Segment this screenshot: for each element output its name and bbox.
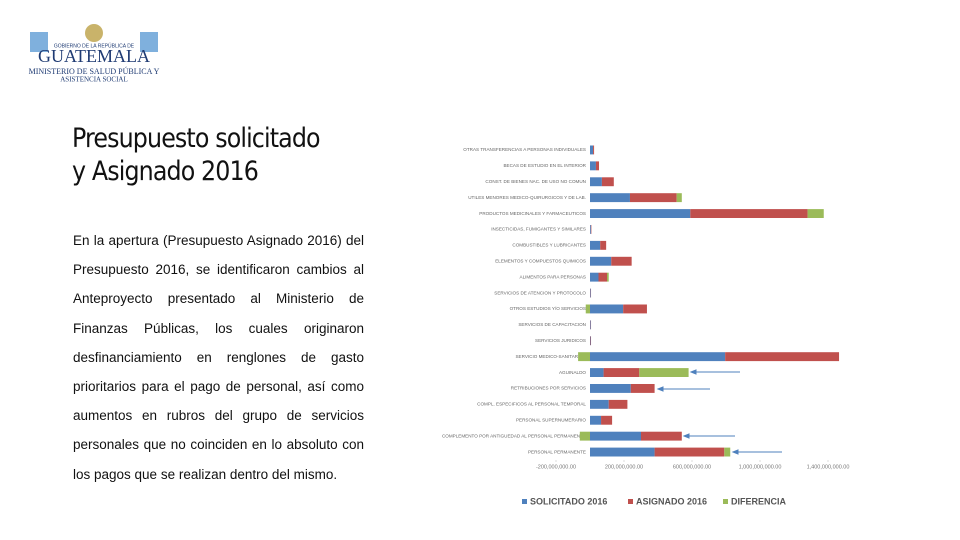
bar	[654, 447, 725, 457]
bar	[590, 336, 591, 346]
y-tick-label: PERSONAL SUPERNUMERARIO	[516, 417, 586, 422]
bar	[590, 272, 599, 282]
arrow-head	[656, 386, 664, 392]
bar	[579, 431, 590, 441]
arrow-head	[689, 369, 697, 375]
y-tick-label: SERVICIOS DE CAPACITACION	[518, 322, 586, 327]
y-tick-label: OTRAS TRANSFERENCIAS A PERSONAS INDIVIDU…	[463, 147, 586, 152]
x-tick-label: 1,400,000,000.00	[807, 464, 850, 470]
flag-right	[140, 32, 158, 52]
y-tick-label: RETRIBUCIONES POR SERVICIOS	[511, 386, 586, 391]
x-tick-label: 1,000,000,000.00	[739, 464, 782, 470]
bar	[590, 145, 594, 155]
bar	[590, 352, 726, 362]
bar	[590, 161, 596, 171]
bar	[807, 209, 824, 219]
bar	[590, 399, 609, 409]
bar	[593, 145, 595, 155]
bar	[676, 193, 682, 203]
legend-label: DIFERENCIA	[731, 496, 787, 506]
bar	[590, 209, 691, 219]
bar	[590, 256, 612, 266]
x-tick-label: 600,000,000.00	[673, 464, 711, 470]
arrows	[656, 369, 782, 455]
y-tick-label: UTILES MENORES MEDICO-QUIRURGICOS Y DE L…	[468, 195, 586, 200]
bar	[724, 447, 731, 457]
y-tick-label: COMBUSTIBLES Y LUBRICANTES	[512, 243, 586, 248]
paragraph: En la apertura (Presupuesto Asignado 201…	[73, 233, 364, 482]
bar	[590, 224, 591, 234]
title-line: Presupuesto solicitado	[72, 123, 321, 154]
bar	[590, 177, 602, 187]
bar	[603, 368, 640, 378]
bar	[641, 431, 682, 441]
y-tick-label: SERVICIOS JURIDICOS	[535, 338, 586, 343]
bar	[600, 240, 607, 250]
y-tick-label: PRODUCTOS MEDICINALES Y FARMACEUTICOS	[479, 211, 586, 216]
emblem	[85, 24, 103, 42]
bar	[590, 320, 591, 330]
y-tick-label: SERVICIOS DE ATENCION Y PROTOCOLO	[494, 290, 586, 295]
y-tick-label: CONST. DE BIENES NAC. DE USO NO COMUN	[485, 179, 586, 184]
bar	[608, 399, 628, 409]
legend-swatch	[723, 499, 728, 504]
y-tick-label: BECAS DE ESTUDIO EN EL INTERIOR	[503, 163, 586, 168]
bar	[611, 256, 632, 266]
bar	[639, 368, 689, 378]
bar	[590, 415, 602, 425]
bar	[595, 161, 600, 171]
bar	[578, 352, 590, 362]
y-tick-label: INSECTICIDAS, FUMIGANTES Y SIMILARES	[491, 227, 586, 232]
y-tick-label: AGUINALDO	[559, 370, 586, 375]
y-tick-label: ALIMENTOS PARA PERSONAS	[520, 274, 586, 279]
bar	[590, 288, 591, 298]
bar	[690, 209, 808, 219]
bar	[598, 272, 607, 282]
y-tick-label: COMPL. ESPECIFICOS AL PERSONAL TEMPORAL	[477, 402, 586, 407]
bar	[629, 193, 677, 203]
x-tick-label: 200,000,000.00	[605, 464, 643, 470]
logo-line: MINISTERIO DE SALUD PÚBLICA Y	[29, 66, 160, 76]
bar	[590, 240, 601, 250]
bar	[585, 304, 590, 314]
x-tick-label: -200,000,000.00	[536, 464, 576, 470]
bar	[590, 431, 641, 441]
y-tick-label: OTROS ESTUDIOS Y/O SERVICIOS	[510, 306, 586, 311]
y-tick-label: PERSONAL PERMANENTE	[528, 449, 586, 454]
title-line: y Asignado 2016	[72, 156, 259, 187]
arrow-head	[682, 433, 690, 439]
bar	[590, 336, 592, 346]
legend-label: SOLICITADO 2016	[530, 496, 607, 506]
bar	[601, 177, 614, 187]
arrow-head	[731, 449, 739, 455]
legend-swatch	[522, 499, 527, 504]
logo-line: GOBIERNO DE LA REPÚBLICA DE	[54, 42, 135, 49]
bar	[725, 352, 840, 362]
bar	[590, 383, 631, 393]
bar	[590, 193, 630, 203]
bar	[590, 304, 624, 314]
title: Presupuesto solicitado y Asignado 2016	[72, 122, 321, 188]
logo-name: GUATEMALA	[38, 46, 150, 66]
y-tick-label: ELEMENTOS Y COMPUESTOS QUIMICOS	[495, 258, 586, 263]
bar	[607, 272, 609, 282]
logo-line: ASISTENCIA SOCIAL	[60, 76, 127, 84]
bar	[601, 415, 613, 425]
y-tick-label: SERVICIO MEDICO-SANITARIOS	[515, 354, 586, 359]
bar	[623, 304, 647, 314]
bar	[590, 224, 592, 234]
bar	[630, 383, 655, 393]
legend-label: ASIGNADO 2016	[636, 496, 707, 506]
bar	[590, 447, 655, 457]
logo: GOBIERNO DE LA REPÚBLICA DE GUATEMALA MI…	[29, 24, 160, 84]
legend-swatch	[628, 499, 633, 504]
y-tick-label: COMPLEMENTO POR ANTIGUEDAD AL PERSONAL P…	[442, 433, 586, 438]
bar	[590, 368, 604, 378]
flag-left	[30, 32, 48, 52]
